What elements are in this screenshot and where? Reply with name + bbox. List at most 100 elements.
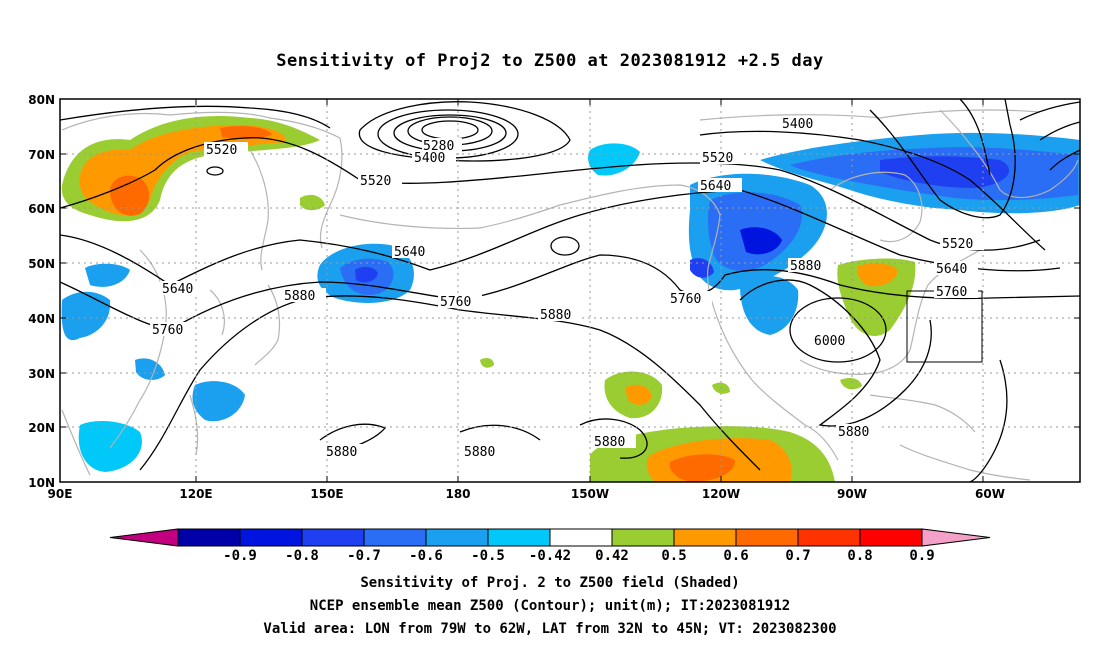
contour-label-5640-d: 5640 xyxy=(936,262,967,277)
colorbar-box xyxy=(673,528,737,547)
caption-contour: NCEP ensemble mean Z500 (Contour); unit(… xyxy=(309,598,791,614)
colorbar-label: 0.7 xyxy=(785,548,810,564)
contour-label-5640-b: 5640 xyxy=(394,245,425,260)
contour-label-5880-e: 5880 xyxy=(594,435,625,450)
lat-label-40n: 40N xyxy=(28,312,55,326)
shade-eus-orange xyxy=(857,263,898,287)
colorbar-label: -0.6 xyxy=(409,548,443,564)
lat-label-80n: 80N xyxy=(28,93,55,107)
colorbar-label: 0.9 xyxy=(909,548,934,564)
lon-label-150w: 150W xyxy=(571,487,609,501)
coast-hudson xyxy=(829,171,923,243)
caption-valid-area: Valid area: LON from 79W to 62W, LAT fro… xyxy=(263,621,837,637)
contour-label-5760-c: 5760 xyxy=(670,292,701,307)
colorbar-arrow-high xyxy=(921,528,991,547)
contour-label-5400-b: 5400 xyxy=(782,117,813,132)
coast-philippines xyxy=(189,394,199,456)
colorbar-box xyxy=(797,528,861,547)
contour-labels: 5280 5400 5400 5520 5520 5520 5520 5640 … xyxy=(150,116,984,460)
contour-5520 xyxy=(60,137,1041,251)
map-frame xyxy=(59,98,1081,483)
colorbar-box xyxy=(425,528,489,547)
contour-label-5400-a: 5400 xyxy=(414,151,445,166)
shade-scs-blue-2 xyxy=(192,381,245,422)
colorbar-label: -0.8 xyxy=(285,548,319,564)
colorbar-box xyxy=(611,528,675,547)
colorbar-box xyxy=(301,528,365,547)
contour-5520-small xyxy=(206,166,224,176)
contour-label-5880-c: 5880 xyxy=(790,259,821,274)
contour-canada-5 xyxy=(1049,149,1080,171)
shade-trop-deep xyxy=(669,454,735,482)
contour-canada-4 xyxy=(1039,121,1080,141)
contour-label-5760-a: 5760 xyxy=(152,323,183,338)
shade-siberia-deep xyxy=(110,175,149,216)
shade-rockies-blue xyxy=(740,275,799,335)
contour-arctic-west xyxy=(60,105,331,129)
coast-asia-north xyxy=(61,111,341,139)
contour-canada-3 xyxy=(1019,101,1080,121)
shade-china-blue-2 xyxy=(85,263,130,287)
shade-nwam-blue-3 xyxy=(740,227,782,255)
contour-5640 xyxy=(60,189,1061,286)
coast-aleutian xyxy=(339,214,481,230)
lon-label-60w: 60W xyxy=(975,487,1005,501)
coast-east-us xyxy=(909,249,981,351)
contour-label-5640-c: 5640 xyxy=(162,282,193,297)
shade-small-green xyxy=(480,357,494,368)
contour-label-5520-c: 5520 xyxy=(702,151,733,166)
contour-5760 xyxy=(60,254,1080,331)
shade-canada-blue-3 xyxy=(880,156,1010,188)
contour-6000 xyxy=(789,297,887,363)
contour-label-5520-a: 5520 xyxy=(206,143,237,158)
contour-5400 xyxy=(358,101,571,162)
shade-scs-blue xyxy=(78,420,142,472)
colorbar-label: 0.5 xyxy=(661,548,686,564)
shade-eus-green xyxy=(837,258,916,337)
lon-label-90e: 90E xyxy=(48,487,73,501)
axis-ticks xyxy=(60,98,1080,483)
colorbar-box xyxy=(363,528,427,547)
colorbar-box xyxy=(859,528,923,547)
colorbar-box xyxy=(487,528,551,547)
contour-canada-2 xyxy=(959,99,991,176)
contour-label-5880-b: 5880 xyxy=(540,308,571,323)
colorbar: -0.9 -0.8 -0.7 -0.6 -0.5 -0.42 0.42 0.5 0.6 0.7 0.… xyxy=(109,528,991,564)
longitude-labels: 90E 120E 150E 180 150W 120W 90W 60W xyxy=(48,487,1005,501)
coast-india xyxy=(61,409,91,476)
shade-caribbean-green xyxy=(840,378,862,390)
lat-label-30n: 30N xyxy=(28,367,55,381)
coast-alaska xyxy=(479,184,721,229)
contour-label-5880-d: 5880 xyxy=(838,425,869,440)
lat-label-50n: 50N xyxy=(28,257,55,271)
coast-mexico xyxy=(751,379,839,461)
lat-label-20n: 20N xyxy=(28,421,55,435)
colorbar-label: -0.5 xyxy=(471,548,505,564)
colorbar-arrow-low xyxy=(109,528,179,547)
coast-japan xyxy=(254,284,281,366)
shade-china-blue xyxy=(61,291,111,341)
contour-5880-south-3 xyxy=(579,418,648,459)
shade-npac-blue xyxy=(588,143,640,176)
lon-label-120w: 120W xyxy=(702,487,740,501)
colorbar-label: 0.8 xyxy=(847,548,872,564)
coast-kamchatka xyxy=(319,137,343,249)
contour-5880 xyxy=(139,295,761,471)
colorbar-box xyxy=(735,528,799,547)
lon-label-180: 180 xyxy=(445,487,470,501)
contour-label-6000: 6000 xyxy=(814,334,845,349)
shade-phil-blue xyxy=(135,358,165,380)
lon-label-90w: 90W xyxy=(837,487,867,501)
lon-label-150e: 150E xyxy=(310,487,343,501)
contour-label-5640-a: 5640 xyxy=(700,179,731,194)
map-title: Sensitivity of Proj2 to Z500 at 20230819… xyxy=(276,51,824,71)
lat-label-60n: 60N xyxy=(28,202,55,216)
contour-5640-small xyxy=(550,236,580,256)
coast-korea xyxy=(209,289,225,336)
contour-label-5760-d: 5760 xyxy=(936,285,967,300)
lat-label-10n: 10N xyxy=(28,476,55,490)
valid-area-box xyxy=(906,290,983,363)
contour-5880-east xyxy=(739,279,932,427)
coast-okhotsk xyxy=(249,149,269,271)
